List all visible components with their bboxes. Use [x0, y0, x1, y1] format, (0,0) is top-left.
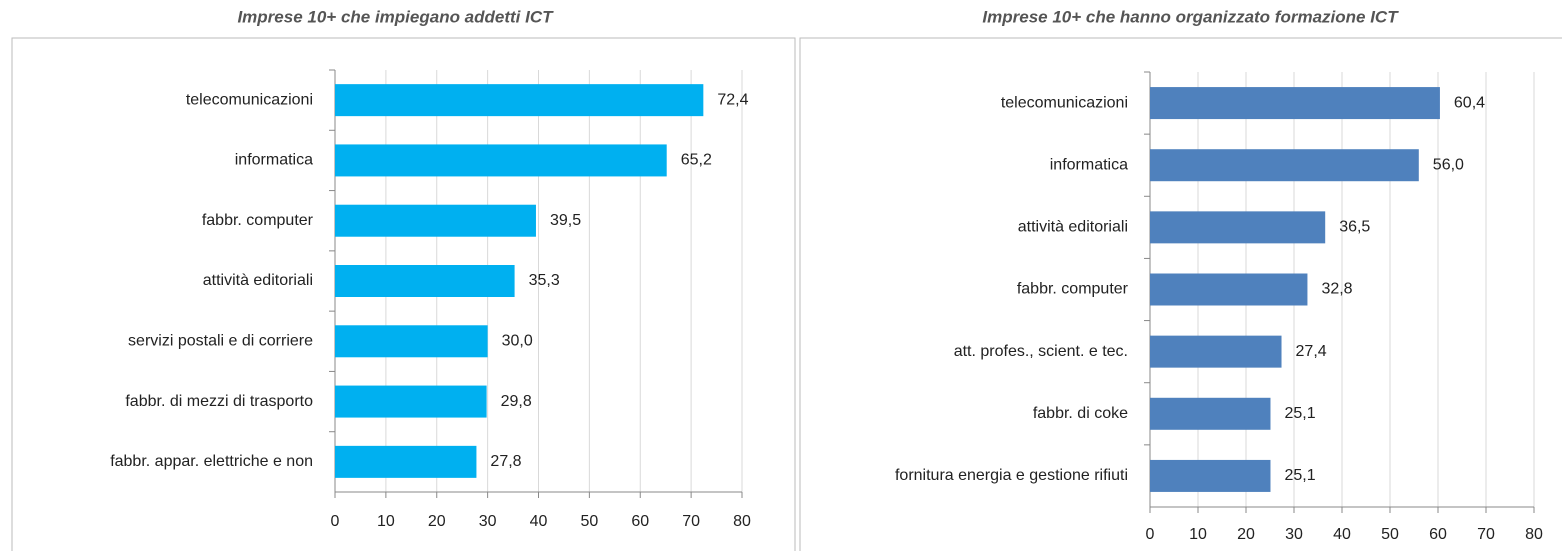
- frame: [799, 37, 1562, 551]
- bar: [335, 204, 536, 237]
- x-tick-label: 80: [1525, 526, 1543, 543]
- bar: [1150, 335, 1282, 368]
- y-tick-label: attività editoriali: [1018, 219, 1128, 236]
- y-tick-label: telecomunicazioni: [1001, 94, 1128, 111]
- y-tick-label: fabbr. di mezzi di trasporto: [125, 393, 313, 410]
- y-tick-label: fornitura energia e gestione rifiuti: [895, 467, 1128, 484]
- x-tick-label: 50: [1381, 526, 1399, 543]
- y-tick-label: fabbr. computer: [202, 212, 314, 229]
- bar: [1150, 87, 1440, 120]
- y-tick-label: fabbr. di coke: [1033, 405, 1128, 422]
- frame: [11, 37, 796, 551]
- bar: [335, 325, 488, 358]
- x-tick-label: 60: [631, 513, 649, 530]
- y-tick-label: informatica: [235, 152, 313, 169]
- value-label: 27,4: [1296, 343, 1327, 360]
- x-tick-label: 80: [733, 513, 751, 530]
- chart-title: Imprese 10+ che hanno organizzato formaz…: [982, 7, 1399, 26]
- x-tick-label: 20: [1237, 526, 1255, 543]
- x-tick-label: 0: [331, 513, 340, 530]
- x-tick-label: 30: [1285, 526, 1303, 543]
- value-label: 29,8: [501, 393, 532, 410]
- x-tick-label: 10: [1189, 526, 1207, 543]
- x-tick-label: 60: [1429, 526, 1447, 543]
- bar: [335, 84, 704, 117]
- y-tick-label: informatica: [1050, 156, 1128, 173]
- y-tick-label: telecomunicazioni: [186, 91, 313, 108]
- y-tick-label: att. profes., scient. e tec.: [954, 343, 1128, 360]
- x-tick-label: 0: [1146, 526, 1155, 543]
- value-label: 25,1: [1284, 405, 1315, 422]
- bar: [1150, 149, 1419, 182]
- x-tick-label: 50: [580, 513, 598, 530]
- bar: [1150, 273, 1308, 306]
- value-label: 36,5: [1339, 219, 1370, 236]
- y-tick-label: fabbr. appar. elettriche e non: [110, 453, 313, 470]
- value-label: 65,2: [681, 152, 712, 169]
- bar: [335, 144, 667, 177]
- value-label: 30,0: [502, 333, 533, 350]
- bar: [1150, 211, 1326, 244]
- y-tick-label: servizi postali e di corriere: [128, 333, 313, 350]
- chart-title: Imprese 10+ che impiegano addetti ICT: [237, 7, 554, 26]
- bar: [335, 385, 487, 418]
- bar: [335, 445, 477, 478]
- x-tick-label: 40: [1333, 526, 1351, 543]
- x-tick-label: 70: [682, 513, 700, 530]
- y-tick-label: fabbr. computer: [1017, 281, 1129, 298]
- value-label: 32,8: [1321, 281, 1352, 298]
- y-tick-label: attività editoriali: [203, 272, 313, 289]
- x-tick-label: 10: [377, 513, 395, 530]
- x-tick-label: 30: [479, 513, 497, 530]
- value-label: 56,0: [1433, 156, 1464, 173]
- bar: [1150, 397, 1271, 430]
- value-label: 60,4: [1454, 94, 1485, 111]
- value-label: 25,1: [1284, 467, 1315, 484]
- x-tick-label: 20: [428, 513, 446, 530]
- value-label: 72,4: [717, 91, 748, 108]
- value-label: 39,5: [550, 212, 581, 229]
- value-label: 35,3: [529, 272, 560, 289]
- x-tick-label: 70: [1477, 526, 1495, 543]
- value-label: 27,8: [490, 453, 521, 470]
- x-tick-label: 40: [530, 513, 548, 530]
- bar: [335, 265, 515, 297]
- bar: [1150, 459, 1271, 492]
